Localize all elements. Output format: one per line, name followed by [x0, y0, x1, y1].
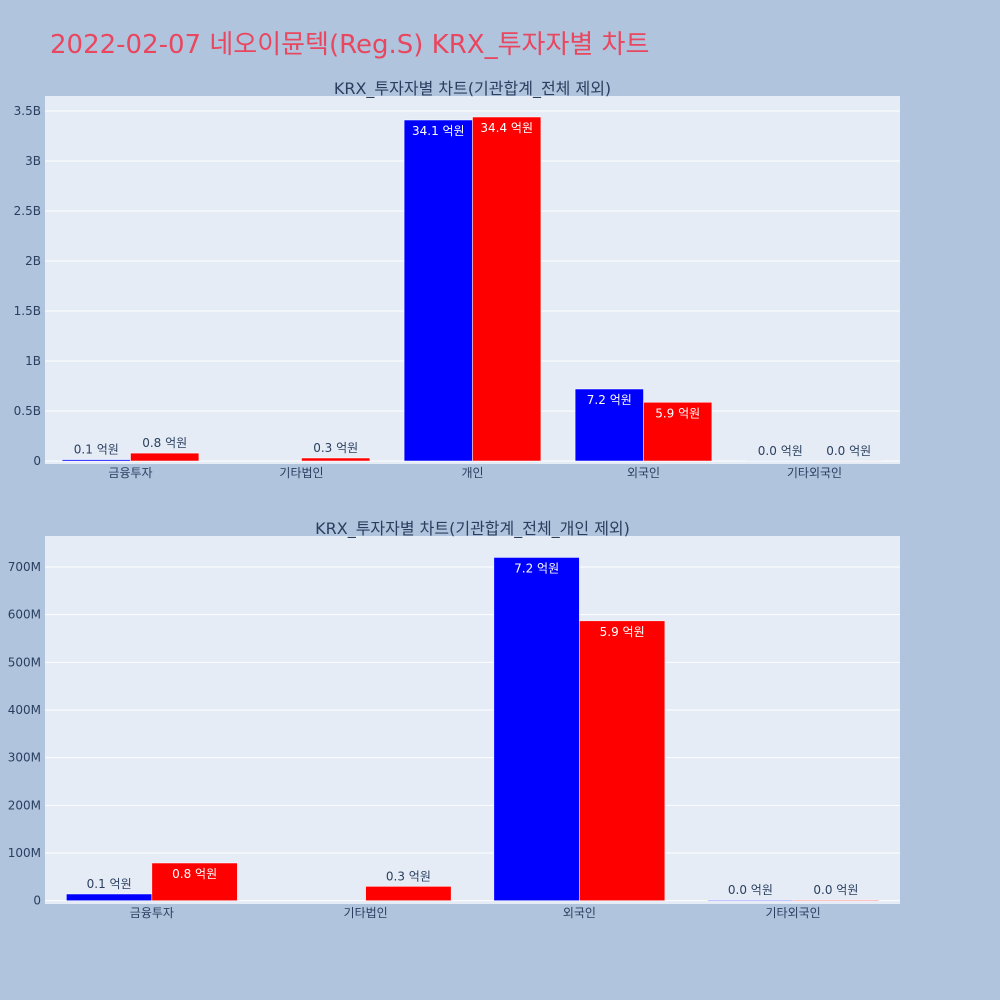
- x-tick-label: 외국인: [563, 906, 596, 920]
- y-tick-label: 400M: [8, 703, 41, 717]
- bar: [403, 119, 473, 462]
- data-label: 0.0 억원: [813, 883, 858, 897]
- x-tick-label: 기타외국인: [787, 466, 842, 480]
- data-label: 0.1 억원: [87, 877, 132, 891]
- bar: [574, 388, 644, 462]
- x-tick-label: 금융투자: [130, 906, 174, 920]
- data-label: 7.2 억원: [587, 393, 632, 407]
- y-tick-label: 100M: [8, 846, 41, 860]
- plot-area: [45, 536, 900, 904]
- bar: [643, 402, 713, 462]
- bar: [579, 620, 666, 901]
- y-tick-label: 200M: [8, 798, 41, 812]
- bar: [301, 457, 371, 462]
- x-tick-label: 기타법인: [279, 466, 323, 480]
- x-tick-label: 기타외국인: [766, 906, 821, 920]
- data-label: 0.3 억원: [386, 869, 431, 883]
- data-label: 7.2 억원: [514, 561, 559, 575]
- x-tick-label: 금융투자: [108, 466, 152, 480]
- data-label: 0.3 억원: [313, 441, 358, 455]
- y-tick-label: 0.5B: [14, 404, 41, 418]
- data-label: 5.9 억원: [600, 625, 645, 639]
- bar: [707, 899, 794, 901]
- x-tick-label: 외국인: [627, 466, 660, 480]
- data-label: 0.0 억원: [826, 444, 871, 458]
- bar: [792, 899, 879, 901]
- y-tick-label: 3.5B: [14, 104, 41, 118]
- y-tick-label: 600M: [8, 608, 41, 622]
- x-tick-label: 개인: [461, 466, 483, 480]
- y-tick-label: 300M: [8, 751, 41, 765]
- bar: [365, 886, 452, 901]
- data-label: 5.9 억원: [655, 406, 700, 420]
- bar: [130, 452, 200, 462]
- y-tick-label: 500M: [8, 655, 41, 669]
- data-label: 0.8 억원: [142, 436, 187, 450]
- page-title: 2022-02-07 네오이뮨텍(Reg.S) KRX_투자자별 차트: [50, 30, 650, 60]
- y-tick-label: 1B: [25, 354, 41, 368]
- data-label: 0.8 억원: [172, 867, 217, 881]
- bar: [151, 862, 238, 901]
- chart-title: KRX_투자자별 차트(기관합계_전체 제외): [334, 79, 611, 99]
- data-label: 0.1 억원: [74, 443, 119, 457]
- data-label: 34.1 억원: [412, 124, 465, 138]
- y-tick-label: 700M: [8, 560, 41, 574]
- y-tick-label: 3B: [25, 154, 41, 168]
- y-tick-label: 2.5B: [14, 204, 41, 218]
- bar: [66, 893, 153, 901]
- data-label: 34.4 억원: [480, 121, 533, 135]
- data-label: 0.0 억원: [728, 883, 773, 897]
- x-tick-label: 기타법인: [344, 906, 388, 920]
- bar: [493, 557, 580, 901]
- bar: [472, 116, 542, 462]
- y-tick-label: 1.5B: [14, 304, 41, 318]
- data-label: 0.0 억원: [758, 444, 803, 458]
- y-tick-label: 0: [33, 894, 41, 908]
- chart-title: KRX_투자자별 차트(기관합계_전체_개인 제외): [315, 519, 630, 539]
- y-tick-label: 0: [33, 454, 41, 468]
- y-tick-label: 2B: [25, 254, 41, 268]
